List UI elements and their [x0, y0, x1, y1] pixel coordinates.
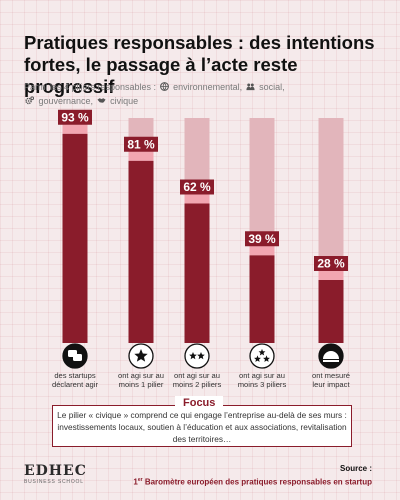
category-label: ont agi sur au — [174, 371, 220, 380]
source-ordinal: 1 — [133, 477, 138, 487]
subtitle-prefix: Parmi les 4 piliers responsables : — [24, 82, 157, 92]
category-label: ont mesuré — [312, 371, 350, 380]
one-star-icon — [134, 349, 148, 362]
value-label-bg — [245, 231, 279, 247]
category-label: déclarent agir — [52, 380, 98, 389]
bar — [128, 160, 154, 343]
category-label: ont agi sur au — [118, 371, 164, 380]
value-label-band — [318, 271, 344, 280]
bar — [62, 133, 88, 343]
icon-circle — [184, 343, 210, 369]
edhec-logo: EDHEC BUSINESS SCHOOL — [24, 464, 124, 488]
value-label: 39 % — [248, 232, 276, 246]
value-label-band — [184, 194, 210, 204]
value-label: 93 % — [61, 110, 89, 124]
source-text: 1er Baromètre européen des pratiques res… — [133, 477, 372, 487]
value-label-band — [62, 124, 88, 134]
two-stars-icon — [189, 352, 205, 360]
category-label: ont agi sur au — [239, 371, 285, 380]
bar — [249, 255, 275, 343]
bar — [184, 203, 210, 343]
value-label-band — [249, 246, 275, 256]
focus-text: Le pilier « civique » comprend ce qui en… — [57, 410, 347, 444]
logo-subtitle: BUSINESS SCHOOL — [24, 479, 84, 485]
pillar-environmental: environnemental, — [173, 82, 243, 92]
people-icon — [246, 83, 255, 91]
chat-icon — [68, 350, 82, 361]
value-label-bg — [124, 136, 158, 152]
category-label: moins 2 piliers — [173, 380, 222, 389]
logo-name: EDHEC — [24, 463, 87, 479]
chart-title: Pratiques responsables : des intentions … — [24, 32, 375, 97]
value-label-bg — [180, 179, 214, 195]
category-label: des startups — [54, 371, 96, 380]
source-title: Baromètre européen des pratiques respons… — [142, 477, 372, 487]
value-label-bg — [314, 256, 348, 271]
three-stars-icon — [254, 348, 270, 362]
gauge-icon — [323, 351, 339, 362]
globe-icon — [159, 82, 169, 91]
gears-icon — [25, 96, 34, 105]
source-ordinal-suffix: er — [137, 477, 143, 483]
value-label: 62 % — [183, 180, 211, 194]
bar — [318, 280, 344, 343]
chart-subtitle: Parmi les 4 piliers responsables : envir… — [24, 80, 384, 108]
category-label: moins 3 piliers — [238, 380, 287, 389]
pillar-civic: civique — [110, 96, 139, 106]
value-label-bg — [58, 109, 92, 125]
icon-circle — [249, 343, 275, 369]
pillar-governance: gouvernance, — [38, 96, 94, 106]
focus-label: Focus — [175, 396, 224, 410]
pillar-social: social, — [259, 82, 285, 92]
category-label: leur impact — [312, 380, 350, 389]
source-label: Source : — [339, 464, 372, 473]
category-label: moins 1 pilier — [119, 380, 164, 389]
value-label: 81 % — [127, 137, 155, 151]
handshake-icon — [97, 98, 106, 103]
focus-box: Le pilier « civique » comprend ce qui en… — [52, 405, 352, 447]
value-label: 28 % — [317, 257, 345, 271]
value-label-band — [128, 151, 154, 161]
